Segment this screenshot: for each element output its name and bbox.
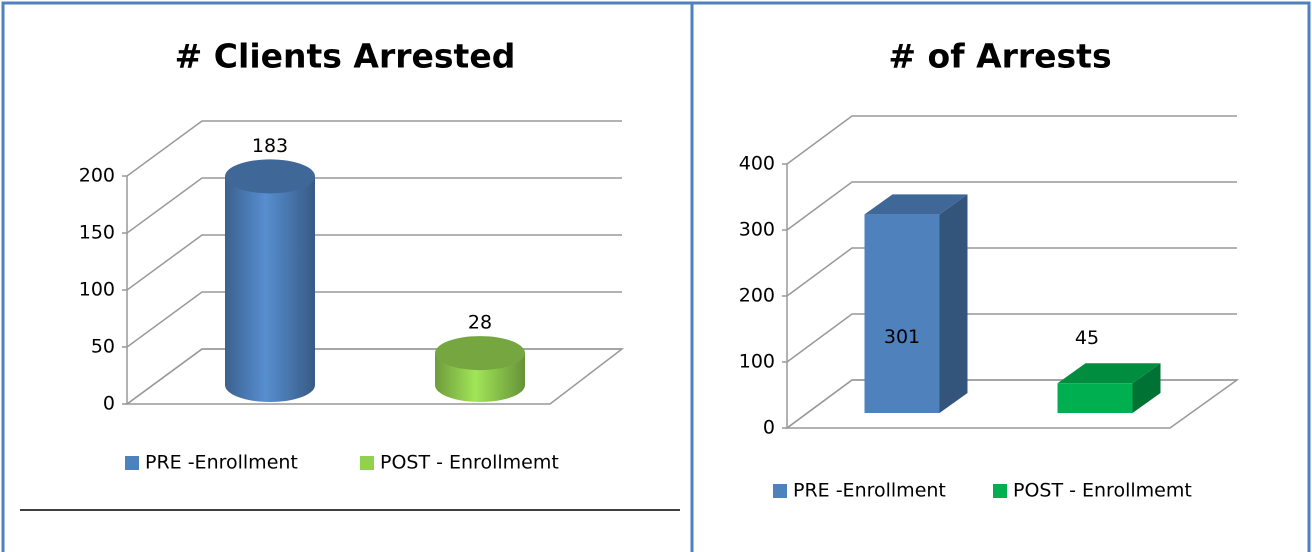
data-label: 45 [1075, 327, 1099, 349]
data-label: 28 [468, 312, 492, 334]
floor [124, 348, 625, 405]
y-tick-label: 400 [739, 153, 775, 175]
grid-line [786, 115, 1237, 165]
y-tick-label: 0 [103, 393, 115, 415]
bar-top [435, 336, 525, 371]
legend-swatch [125, 456, 139, 470]
grid-line [126, 234, 622, 291]
grid-line [126, 120, 622, 177]
bar-top [864, 194, 968, 215]
grid-line [126, 348, 622, 405]
y-tick-label: 50 [91, 336, 115, 358]
bar [864, 214, 940, 413]
bar-top [1057, 363, 1161, 384]
legend-label: POST - Enrollmemt [380, 452, 559, 474]
bar-side [1132, 363, 1161, 413]
data-label: 301 [884, 326, 920, 348]
y-tick-label: 300 [739, 219, 775, 241]
chart-title: # of Arrests [888, 37, 1111, 76]
legend-label: PRE -Enrollment [793, 480, 946, 502]
legend-swatch [773, 484, 787, 498]
chart-title: # Clients Arrested [175, 37, 516, 76]
legend-label: PRE -Enrollment [145, 452, 298, 474]
legend-swatch [360, 456, 374, 470]
bar [1057, 383, 1133, 413]
y-tick-label: 100 [79, 279, 115, 301]
bar [225, 176, 315, 402]
floor [784, 379, 1240, 429]
y-tick-label: 200 [739, 285, 775, 307]
legend-label: POST - Enrollmemt [1013, 480, 1192, 502]
grid-line [786, 181, 1237, 231]
bar-side [939, 194, 968, 413]
y-tick-label: 100 [739, 351, 775, 373]
grid-line [786, 247, 1237, 297]
legend-swatch [993, 484, 1007, 498]
bar-top [225, 159, 315, 194]
data-label: 183 [252, 135, 288, 157]
grid-line [126, 291, 622, 348]
grid-line [786, 313, 1237, 363]
grid-line [786, 379, 1237, 429]
y-tick-label: 150 [79, 222, 115, 244]
y-tick-label: 0 [763, 417, 775, 439]
y-tick-label: 200 [79, 165, 115, 187]
grid-line [126, 177, 622, 234]
